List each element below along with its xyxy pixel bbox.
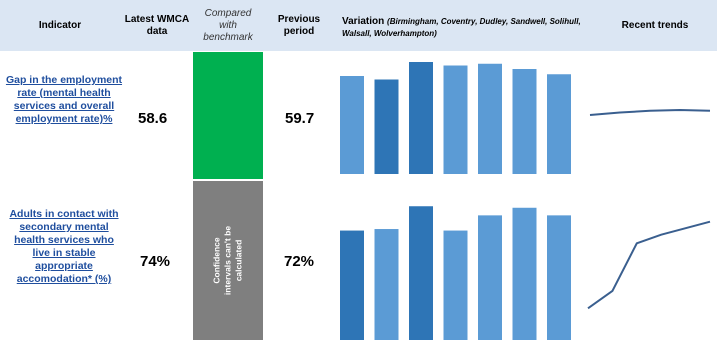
variation-bar-1-dudley xyxy=(409,62,433,174)
indicator-link-employment-gap[interactable]: Gap in the employment rate (mental healt… xyxy=(5,74,123,125)
variation-bar-2-solihull xyxy=(478,215,502,340)
header-variation-label: Variation xyxy=(342,16,385,27)
latest-value-row1: 58.6 xyxy=(138,110,168,127)
variation-bar-2-dudley xyxy=(409,206,433,340)
variation-bar-2-walsall xyxy=(512,207,537,340)
previous-value-row2: 72% xyxy=(284,253,315,270)
variation-bar-1-sandwell xyxy=(443,65,468,174)
header-variation: Variation (Birmingham, Coventry, Dudley,… xyxy=(342,16,592,40)
benchmark-cell-row2 xyxy=(193,181,263,340)
variation-bar-1-solihull xyxy=(478,63,502,174)
header-trends: Recent trends xyxy=(621,19,689,31)
variation-bar-1-coventry xyxy=(374,79,399,174)
header-previous: Previous period xyxy=(277,13,321,37)
header-latest: Latest WMCA data xyxy=(124,13,190,37)
variation-bar-2-sandwell xyxy=(443,230,468,340)
variation-bar-1-birmingham xyxy=(340,76,364,174)
header-variation-areas: (Birmingham, Coventry, Dudley, Sandwell,… xyxy=(342,17,581,38)
variation-bar-2-birmingham xyxy=(340,230,364,340)
table-header: Indicator Latest WMCA data Compared with… xyxy=(0,0,717,51)
latest-value-row2: 74% xyxy=(140,253,171,270)
header-compared: Compared with benchmark xyxy=(203,7,253,43)
variation-bar-1-walsall xyxy=(512,69,537,174)
header-indicator: Indicator xyxy=(38,19,82,31)
benchmark-cell-row1 xyxy=(193,52,263,179)
variation-bar-2-wolverhampton xyxy=(547,215,571,340)
trend-line-1 xyxy=(589,108,711,116)
variation-bar-2-coventry xyxy=(374,229,399,340)
variation-bar-1-wolverhampton xyxy=(547,74,571,174)
previous-value-row1: 59.7 xyxy=(285,110,315,127)
indicator-link-stable-accommodation[interactable]: Adults in contact with secondary mental … xyxy=(9,208,119,285)
trend-line-2 xyxy=(587,220,711,310)
